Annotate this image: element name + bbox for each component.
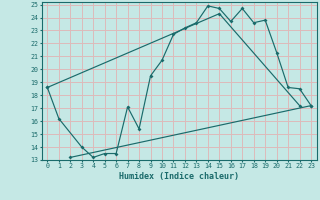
X-axis label: Humidex (Indice chaleur): Humidex (Indice chaleur) xyxy=(119,172,239,181)
